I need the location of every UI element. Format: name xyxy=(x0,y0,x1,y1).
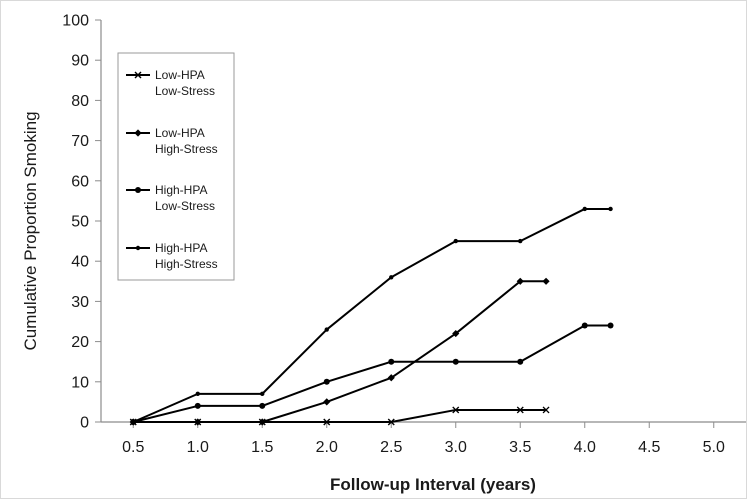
y-tick-label: 60 xyxy=(71,173,89,190)
series-2 xyxy=(129,277,550,426)
x-tick-label: 5.0 xyxy=(703,439,725,456)
data-point-dot-marker xyxy=(260,391,265,397)
y-axis-ticks: 0 10 20 30 40 50 60 70 80 90 100 xyxy=(62,13,101,432)
legend-label: High-HPA xyxy=(155,241,207,255)
data-point-x-marker xyxy=(323,418,331,426)
x-tick-label: 2.0 xyxy=(316,439,338,456)
legend-item: Low-HPA Low-Stress xyxy=(126,68,215,98)
legend-label: High-Stress xyxy=(155,257,218,271)
data-point-dot-marker xyxy=(582,206,587,212)
data-point-x-marker xyxy=(134,71,142,79)
data-point-diamond-marker xyxy=(516,277,524,285)
data-point-circle-marker xyxy=(517,358,524,365)
data-point-dot-marker xyxy=(389,275,394,280)
y-tick-label: 50 xyxy=(71,214,89,231)
legend-entries: Low-HPALow-StressLow-HPAHigh-StressHigh-… xyxy=(126,68,218,271)
x-tick-label: 4.0 xyxy=(574,439,596,456)
data-point-diamond-marker xyxy=(194,418,202,426)
x-tick-label: 1.5 xyxy=(251,439,273,456)
data-point-x-marker xyxy=(516,406,524,414)
data-point-circle-marker xyxy=(194,402,201,409)
y-tick-label: 70 xyxy=(71,133,89,150)
x-tick-label: 0.5 xyxy=(122,439,144,456)
data-point-circle-marker xyxy=(388,358,395,365)
legend-label: High-Stress xyxy=(155,142,218,156)
x-tick-label: 3.5 xyxy=(509,439,531,456)
data-point-x-marker xyxy=(542,406,550,414)
data-point-circle-marker xyxy=(259,402,266,409)
series-4 xyxy=(131,206,613,425)
x-tick-label: 3.0 xyxy=(445,439,467,456)
y-tick-label: 100 xyxy=(62,13,89,30)
y-tick-label: 40 xyxy=(71,254,89,271)
y-tick-label: 10 xyxy=(71,374,89,391)
data-point-diamond-marker xyxy=(542,277,550,285)
y-tick-label: 20 xyxy=(71,334,89,351)
x-tick-label: 2.5 xyxy=(380,439,402,456)
y-tick-label: 80 xyxy=(71,93,89,110)
data-point-dot-marker xyxy=(135,245,141,251)
data-point-circle-marker xyxy=(135,187,141,193)
legend-label: Low-Stress xyxy=(155,84,215,98)
data-point-dot-marker xyxy=(131,419,136,425)
x-axis-title: Follow-up Interval (years) xyxy=(330,475,536,494)
legend-label: Low-HPA xyxy=(155,126,205,140)
x-tick-label: 1.0 xyxy=(187,439,209,456)
data-point-circle-marker xyxy=(607,322,614,329)
x-tick-label: 4.5 xyxy=(638,439,660,456)
data-point-dot-marker xyxy=(324,327,329,332)
x-axis-ticks: 0.5 1.0 1.5 2.0 2.5 3.0 3.5 4.0 4.5 5.0 xyxy=(122,422,725,456)
data-point-diamond-marker xyxy=(323,398,331,406)
legend-label: High-HPA xyxy=(155,183,207,197)
series-layer xyxy=(129,206,614,426)
data-point-diamond-marker xyxy=(387,374,395,382)
legend-item: Low-HPA High-Stress xyxy=(126,126,218,156)
legend-box xyxy=(117,52,235,281)
data-point-dot-marker xyxy=(608,206,613,212)
data-point-circle-marker xyxy=(452,358,459,365)
legend-label: Low-Stress xyxy=(155,199,215,213)
data-point-diamond-marker xyxy=(134,129,142,137)
y-axis-title: Cumulative Proportion Smoking xyxy=(21,111,40,350)
data-point-x-marker xyxy=(452,406,460,414)
legend-label: Low-HPA xyxy=(155,68,205,82)
y-tick-label: 30 xyxy=(71,294,89,311)
data-point-diamond-marker xyxy=(452,329,460,338)
legend: Low-HPALow-StressLow-HPAHigh-StressHigh-… xyxy=(117,52,235,281)
data-point-circle-marker xyxy=(581,322,588,329)
data-point-diamond-marker xyxy=(258,418,266,426)
data-point-circle-marker xyxy=(323,378,330,385)
series-line xyxy=(133,280,547,423)
legend-item: High-HPA Low-Stress xyxy=(126,183,215,213)
legend-item: High-HPA High-Stress xyxy=(126,241,218,271)
y-tick-label: 90 xyxy=(71,53,89,70)
data-point-x-marker xyxy=(387,418,395,426)
data-point-dot-marker xyxy=(195,391,200,397)
data-point-dot-marker xyxy=(518,238,523,244)
data-point-dot-marker xyxy=(453,238,458,244)
y-tick-label: 0 xyxy=(80,415,89,432)
